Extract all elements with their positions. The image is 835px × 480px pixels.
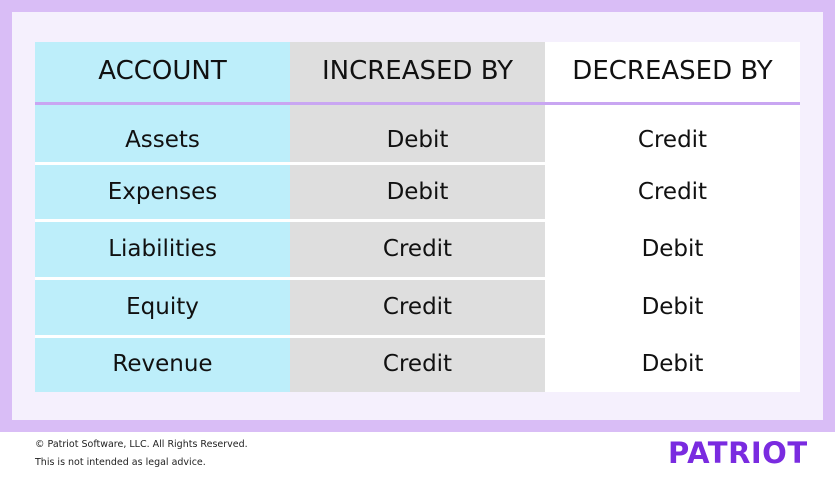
logo: PATRIOT	[668, 436, 808, 470]
table-cell: Debit	[290, 163, 545, 220]
row-separator	[35, 219, 800, 222]
table-cell: Debit	[545, 278, 800, 336]
table-cell: Debit	[545, 220, 800, 278]
table-cell: Credit	[290, 336, 545, 392]
disclaimer: This is not intended as legal advice.	[35, 457, 206, 468]
header-cell: DECREASED BY	[545, 42, 800, 103]
table-cell: Equity	[35, 278, 290, 336]
row-separator	[35, 335, 800, 338]
table-cell: Debit	[545, 336, 800, 392]
copyright: © Patriot Software, LLC. All Rights Rese…	[35, 439, 248, 450]
table-cell: Credit	[545, 103, 800, 163]
table-cell: Credit	[290, 220, 545, 278]
table-cell: Credit	[545, 163, 800, 220]
row-separator	[35, 162, 800, 165]
header-cell: ACCOUNT	[35, 42, 290, 103]
table-cell: Credit	[290, 278, 545, 336]
header-rule	[35, 102, 800, 105]
table-cell: Debit	[290, 103, 545, 163]
table: ACCOUNT INCREASED BY DECREASED BY Assets Deb…	[35, 42, 800, 392]
table-cell: Revenue	[35, 336, 290, 392]
table-cell: Liabilities	[35, 220, 290, 278]
table-cell: Expenses	[35, 163, 290, 220]
row-separator	[35, 277, 800, 280]
header-cell: INCREASED BY	[290, 42, 545, 103]
table-cell: Assets	[35, 103, 290, 163]
